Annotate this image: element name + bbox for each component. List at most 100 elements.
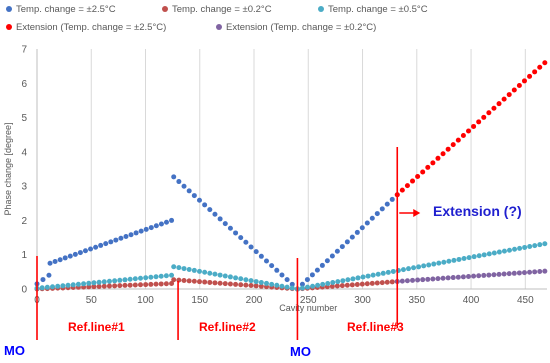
data-point bbox=[354, 229, 360, 235]
data-point bbox=[217, 272, 223, 278]
data-point bbox=[501, 96, 507, 102]
data-point bbox=[471, 254, 477, 260]
data-point bbox=[163, 273, 169, 279]
data-point bbox=[399, 278, 405, 284]
data-point bbox=[374, 280, 380, 286]
data-point bbox=[415, 277, 421, 283]
data-point bbox=[320, 281, 326, 287]
data-point bbox=[171, 264, 177, 270]
data-point bbox=[455, 274, 461, 280]
data-point bbox=[50, 284, 56, 290]
data-point bbox=[153, 274, 159, 280]
x-tick-label: 150 bbox=[191, 295, 208, 306]
data-point bbox=[410, 178, 416, 184]
data-point bbox=[127, 282, 133, 288]
data-point bbox=[258, 283, 264, 289]
data-point bbox=[542, 241, 548, 247]
data-point bbox=[456, 256, 462, 262]
data-point bbox=[196, 268, 202, 274]
data-point bbox=[460, 133, 466, 139]
data-point bbox=[501, 271, 507, 277]
legend-label: Temp. change = ±0.5°C bbox=[328, 4, 428, 15]
data-point bbox=[227, 274, 233, 280]
data-point bbox=[436, 260, 442, 266]
legend-label: Extension (Temp. change = ±0.2°C) bbox=[226, 22, 376, 33]
grid bbox=[90, 49, 526, 289]
data-point bbox=[420, 169, 426, 175]
data-point bbox=[222, 281, 228, 287]
extension-arrow-head bbox=[413, 209, 421, 217]
data-point bbox=[284, 284, 290, 290]
data-point bbox=[238, 235, 244, 241]
data-point bbox=[404, 183, 410, 189]
legend-label: Temp. change = ±2.5°C bbox=[16, 4, 116, 15]
data-point bbox=[481, 252, 487, 258]
data-point bbox=[132, 276, 138, 282]
data-point bbox=[491, 250, 497, 256]
data-point bbox=[324, 258, 330, 264]
legend-label: Extension (Temp. change = ±2.5°C) bbox=[16, 22, 166, 33]
data-point bbox=[445, 146, 451, 152]
data-point bbox=[349, 234, 355, 240]
data-point bbox=[309, 272, 315, 278]
data-point bbox=[425, 276, 431, 282]
data-point bbox=[103, 241, 109, 247]
data-point bbox=[101, 283, 107, 289]
data-point bbox=[532, 243, 538, 249]
data-point bbox=[451, 257, 457, 263]
data-point bbox=[158, 281, 164, 287]
data-point bbox=[521, 270, 527, 276]
data-point bbox=[365, 273, 371, 279]
y-tick-label: 2 bbox=[21, 216, 27, 227]
data-point bbox=[106, 278, 112, 284]
data-point bbox=[304, 277, 310, 283]
data-point bbox=[196, 197, 202, 203]
data-point bbox=[445, 275, 451, 281]
data-point bbox=[389, 196, 395, 202]
data-point bbox=[415, 174, 421, 180]
data-point bbox=[233, 230, 239, 236]
data-point bbox=[101, 279, 107, 285]
data-point bbox=[476, 253, 482, 259]
data-point bbox=[411, 265, 417, 271]
y-tick-label: 5 bbox=[21, 113, 27, 124]
data-point bbox=[169, 281, 175, 287]
data-point bbox=[258, 253, 264, 259]
data-point bbox=[222, 273, 228, 279]
data-point bbox=[269, 263, 275, 269]
data-point bbox=[496, 101, 502, 107]
data-point bbox=[39, 285, 45, 291]
data-point bbox=[46, 272, 52, 278]
data-point bbox=[75, 281, 81, 287]
data-point bbox=[181, 278, 187, 284]
ref-line-2-label: Ref.line#2 bbox=[199, 320, 256, 334]
data-point bbox=[379, 280, 385, 286]
data-point bbox=[537, 64, 543, 70]
data-point bbox=[511, 270, 517, 276]
data-point bbox=[450, 142, 456, 148]
data-point bbox=[227, 225, 233, 231]
data-point bbox=[410, 277, 416, 283]
data-point bbox=[384, 201, 390, 207]
data-point bbox=[279, 272, 285, 278]
data-point bbox=[112, 278, 118, 284]
data-point bbox=[77, 250, 83, 256]
data-point bbox=[335, 279, 341, 285]
data-point bbox=[62, 255, 68, 261]
reference-lines: MO Ref.line#1 Ref.line#2 MO Ref.line#3 Extens… bbox=[4, 147, 522, 359]
legend-label: Temp. change = ±0.2°C bbox=[172, 4, 272, 15]
data-point bbox=[91, 284, 97, 290]
data-point bbox=[466, 273, 471, 279]
legend-marker bbox=[162, 6, 168, 12]
data-point bbox=[471, 123, 477, 129]
data-point bbox=[369, 280, 375, 286]
data-point bbox=[138, 282, 143, 288]
data-point bbox=[243, 282, 249, 288]
data-point bbox=[481, 114, 487, 120]
data-point bbox=[315, 282, 321, 288]
x-tick-label: 350 bbox=[408, 295, 425, 306]
data-point bbox=[516, 82, 522, 88]
data-point bbox=[127, 276, 133, 282]
data-point bbox=[380, 270, 386, 276]
data-point bbox=[253, 283, 259, 289]
